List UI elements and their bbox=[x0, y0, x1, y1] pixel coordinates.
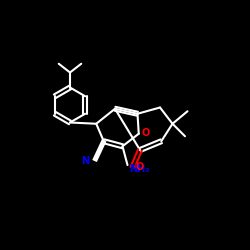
Text: O: O bbox=[135, 162, 143, 172]
Text: NH₂: NH₂ bbox=[129, 164, 149, 174]
Text: N: N bbox=[80, 156, 89, 166]
Text: O: O bbox=[141, 128, 150, 138]
